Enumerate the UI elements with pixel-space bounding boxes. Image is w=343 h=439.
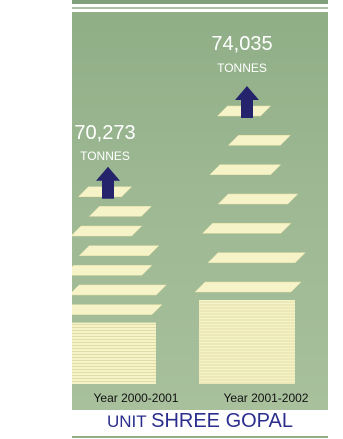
bar-sheet [209, 164, 282, 175]
bar-sheet [207, 252, 306, 263]
chart-svg: 70,273 TONNES 74,035 TONNES Year 2000-20… [72, 33, 309, 405]
category-label-1: Year 2000-2001 [94, 391, 179, 405]
bar-sheet [201, 223, 292, 234]
bar-sheet [78, 245, 160, 256]
caption-prefix: UNIT [106, 412, 147, 431]
chart-caption: UNIT SHREE GOPAL [72, 410, 328, 434]
footer-rule [72, 436, 328, 438]
category-label-2: Year 2001-2002 [224, 391, 309, 405]
up-arrow-icon [96, 166, 120, 199]
bar-sheet [72, 225, 143, 237]
header-rule-thin [72, 7, 328, 9]
bar-sheet [217, 193, 299, 205]
bar-unit-label-1: TONNES [80, 149, 130, 163]
chart-panel: 70,273 TONNES 74,035 TONNES Year 2000-20… [72, 12, 328, 410]
bar-value-label-2: 74,035 [211, 33, 272, 55]
bar-value-label-1: 70,273 [74, 122, 135, 144]
bar-sheet [194, 281, 302, 293]
bar-sheet [72, 284, 167, 296]
bar-sheet [72, 304, 163, 315]
bar-sheet [88, 206, 152, 217]
bar-unit-label-2: TONNES [217, 61, 267, 75]
bar-sheet [227, 135, 291, 146]
up-arrow-icon [235, 86, 259, 118]
bar-sheet [72, 265, 153, 276]
bar-stack-1 [72, 322, 156, 384]
header-rule [72, 0, 328, 4]
caption-unit-name: SHREE GOPAL [151, 410, 294, 432]
